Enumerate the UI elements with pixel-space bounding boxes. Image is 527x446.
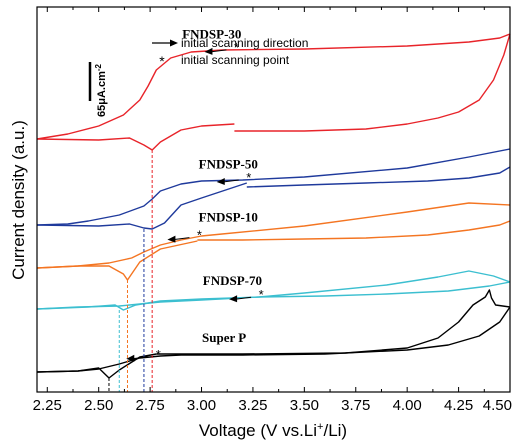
series-line-fndsp-10-backward xyxy=(36,202,511,269)
scale-bar-label: 65μA.cm-2 xyxy=(94,63,108,117)
series-line-fndsp-10-return xyxy=(36,240,198,281)
series-line-fndsp-10-forward xyxy=(197,220,511,241)
series-line-fndsp-50-backward xyxy=(36,148,511,226)
x-tick-label-8: 4.25 xyxy=(444,397,473,414)
series-labels: FNDSP-30 FNDSP-50 FNDSP-10 FNDSP-70 Super P xyxy=(182,27,262,345)
star-marker-fndsp-50: * xyxy=(246,170,251,185)
legend-star-icon: * xyxy=(159,53,165,69)
x-tick-label-2: 2.75 xyxy=(136,397,165,414)
x-tick-label-0: 2.25 xyxy=(33,397,62,414)
arrow-line-fndsp-70 xyxy=(235,296,252,300)
x-tick-label-3: 3.00 xyxy=(187,397,216,414)
star-marker-fndsp-10: * xyxy=(197,228,202,243)
star-marker-super-p: * xyxy=(156,347,161,362)
drop-line-layer xyxy=(108,150,153,392)
series-line-fndsp-50-forward xyxy=(246,166,511,188)
series-line-fndsp-30-backward xyxy=(36,33,511,140)
series-line-fndsp-70-backward xyxy=(36,270,511,310)
arrow-head-fndsp-50 xyxy=(216,178,225,185)
series-layer xyxy=(36,33,511,379)
arrow-head-fndsp-30 xyxy=(204,47,213,55)
series-line-fndsp-50-return xyxy=(36,182,248,230)
series-label-fndsp-10: FNDSP-10 xyxy=(199,209,258,224)
series-line-fndsp-70-return xyxy=(36,296,260,311)
arrow-head-fndsp-10 xyxy=(167,235,176,243)
series-line-fndsp-70-forward xyxy=(259,281,511,298)
series-label-fndsp-30: FNDSP-30 xyxy=(182,27,241,42)
series-line-super-p-backward xyxy=(36,306,511,373)
star-marker-fndsp-30: * xyxy=(234,40,239,55)
series-label-fndsp-70: FNDSP-70 xyxy=(203,273,262,288)
x-tick-label-1: 2.50 xyxy=(84,397,113,414)
x-tick-label-4: 3.25 xyxy=(238,397,267,414)
x-tick-label-5: 3.50 xyxy=(290,397,319,414)
arrow-line-fndsp-30 xyxy=(210,49,227,53)
y-axis-title: Current density (a.u.) xyxy=(9,120,28,280)
scale-bar: 65μA.cm-2 xyxy=(88,62,108,117)
x-axis-title: Voltage (V vs.Li+/Li) xyxy=(199,421,347,440)
series-line-fndsp-30-return xyxy=(36,123,235,151)
plot-frame xyxy=(36,6,511,393)
legend-arrow-icon xyxy=(170,39,178,47)
arrow-line-fndsp-50 xyxy=(222,179,239,183)
x-tick-label-7: 4.00 xyxy=(393,397,422,414)
arrow-head-super-p xyxy=(126,354,135,362)
marker-layer: * * * * * xyxy=(126,40,264,362)
arrow-line-super-p xyxy=(132,356,149,360)
star-marker-fndsp-70: * xyxy=(259,287,264,302)
arrow-head-fndsp-70 xyxy=(229,295,238,303)
legend: initial scanning direction * initial sca… xyxy=(152,36,308,69)
legend-arrow-label: initial scanning direction xyxy=(181,36,308,50)
legend-star-label: initial scanning point xyxy=(181,53,290,67)
arrow-line-fndsp-10 xyxy=(173,237,190,241)
series-label-super-p: Super P xyxy=(202,330,246,345)
series-line-fndsp-30-forward xyxy=(234,33,511,132)
x-axis-ticks: 2.25 2.50 2.75 3.00 3.25 3.50 3.75 4.00 4.25 4.50 xyxy=(33,7,512,414)
series-label-fndsp-50: FNDSP-50 xyxy=(199,156,258,171)
x-tick-label-9: 4.50 xyxy=(483,397,512,414)
x-tick-label-6: 3.75 xyxy=(341,397,370,414)
